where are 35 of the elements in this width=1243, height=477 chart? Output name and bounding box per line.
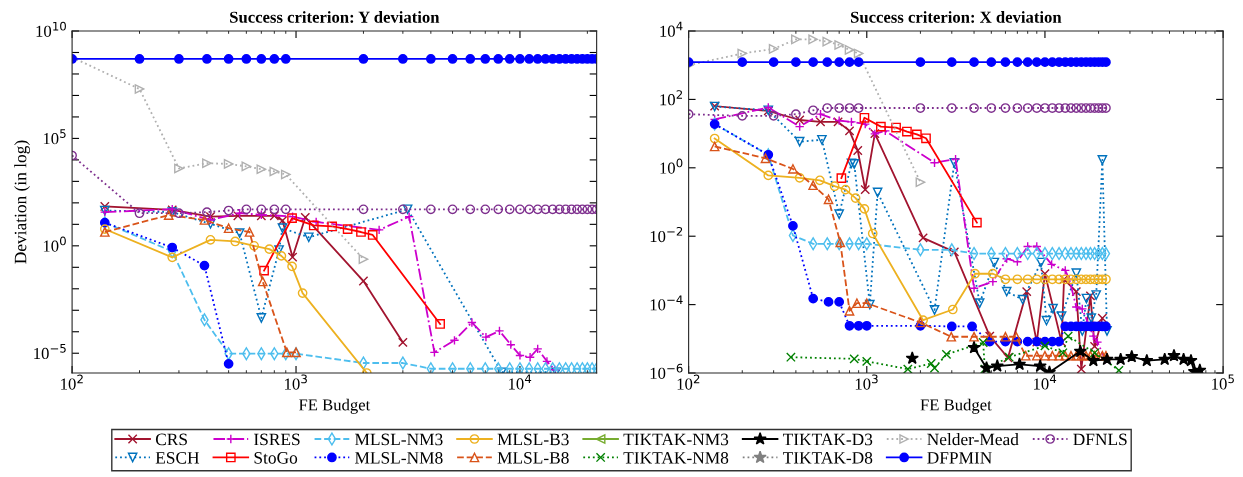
x-tick-label: 10$^{3}$ — [855, 374, 878, 390]
legend-label: MLSL-B3 — [497, 433, 569, 446]
y-tick-label: 10$^{−5}$ — [34, 344, 66, 360]
legend-label: ISRES — [254, 433, 300, 446]
legend-label: TIKTAK-NM3 — [623, 433, 729, 446]
chart-title: Success criterion: Y deviation — [230, 11, 440, 23]
legend-label: TIKTAK-NM8 — [623, 451, 729, 464]
y-tick-label: 10$^{0}$ — [43, 236, 66, 252]
legend-label: StoGo — [254, 452, 298, 464]
legend-label: TIKTAK-D8 — [783, 451, 873, 464]
y-tick-label: 10$^{0}$ — [660, 158, 683, 174]
x-axis-title: FE Budget — [920, 398, 992, 414]
legend-label: MLSL-NM3 — [354, 433, 443, 446]
x-tick-label: 10$^{3}$ — [285, 374, 307, 390]
legend-label: ESCH — [155, 452, 200, 464]
y-tick-label: 10$^{−4}$ — [650, 295, 683, 311]
legend-label: DFPMIN — [927, 452, 992, 464]
x-tick-label: 10$^{2}$ — [61, 374, 83, 390]
x-tick-label: 10$^{5}$ — [1212, 374, 1234, 390]
y-tick-label: 10$^{−2}$ — [650, 226, 683, 243]
legend-label: DFNLS — [1073, 433, 1127, 446]
y-tick-label: 10$^{4}$ — [660, 21, 683, 37]
x-tick-label: 10$^{4}$ — [1034, 374, 1057, 390]
x-axis-title: FE Budget — [298, 398, 371, 414]
y-tick-label: 10$^{10}$ — [36, 21, 66, 37]
legend-label: Nelder-Mead — [927, 433, 1019, 446]
chart-title: Success criterion: X deviation — [850, 11, 1062, 23]
legend-label: MLSL-B8 — [497, 451, 569, 464]
legend-label: CRS — [155, 433, 187, 446]
legend-label: MLSL-NM8 — [354, 451, 443, 464]
y-axis-title: Deviation (in log) — [14, 140, 30, 264]
y-tick-label: 10$^{2}$ — [660, 90, 683, 106]
y-tick-label: 10$^{5}$ — [43, 129, 66, 145]
x-tick-label: 10$^{4}$ — [509, 374, 532, 390]
legend-label: TIKTAK-D3 — [783, 433, 873, 446]
